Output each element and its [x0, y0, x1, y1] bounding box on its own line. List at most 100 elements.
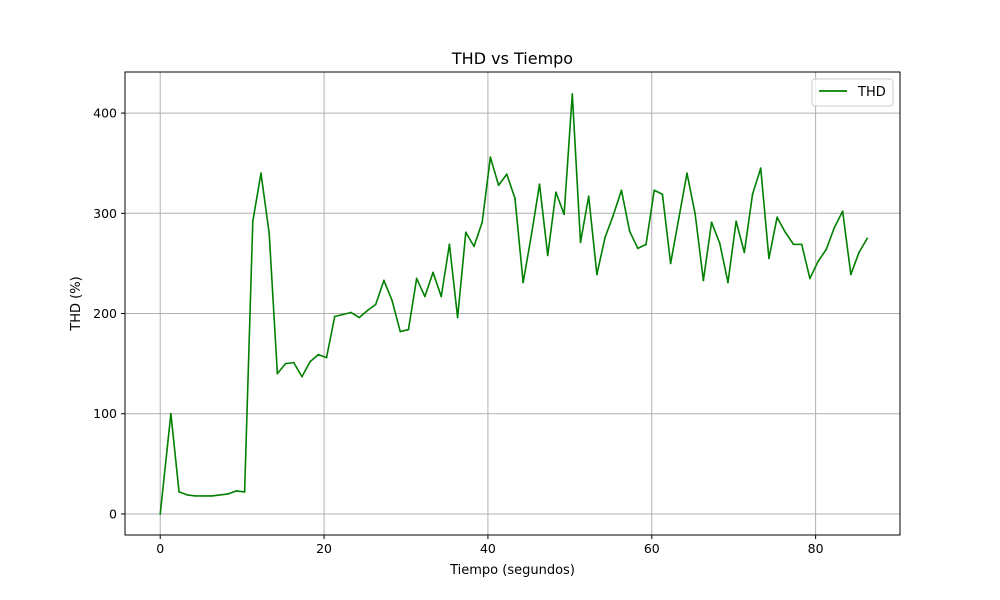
data-point — [292, 361, 295, 364]
data-point — [407, 328, 410, 331]
data-point — [440, 295, 443, 298]
data-point — [358, 316, 361, 319]
y-tick-label: 200 — [93, 306, 117, 321]
y-tick-label: 0 — [109, 506, 117, 521]
data-point — [563, 213, 566, 216]
data-point — [784, 231, 787, 234]
data-point — [571, 93, 574, 95]
legend-label-thd: THD — [857, 85, 886, 100]
x-axis-label: Tiempo (segundos) — [449, 563, 575, 578]
data-point — [464, 231, 467, 234]
data-point — [473, 245, 475, 248]
data-point — [768, 257, 770, 260]
data-point — [366, 309, 369, 312]
x-tick-label: 60 — [644, 541, 660, 556]
data-point — [301, 375, 303, 378]
data-point — [325, 356, 328, 359]
data-point — [317, 353, 320, 356]
x-tick-label: 20 — [316, 541, 332, 556]
data-point — [514, 197, 516, 200]
data-point — [669, 262, 672, 265]
data-point — [333, 315, 336, 318]
grid — [125, 72, 900, 535]
x-tick-label: 80 — [808, 541, 824, 556]
data-point — [817, 260, 819, 263]
data-point — [825, 248, 828, 251]
data-point — [808, 277, 811, 280]
data-point — [866, 237, 869, 240]
data-point — [489, 156, 492, 159]
plot-frame — [124, 71, 901, 536]
data-point — [186, 494, 189, 496]
data-point — [342, 313, 344, 316]
data-point — [159, 513, 162, 515]
data-point — [759, 167, 762, 170]
data-point — [595, 273, 598, 276]
legend-box — [811, 78, 894, 107]
data-point — [587, 195, 590, 198]
data-point — [522, 281, 525, 284]
data-point — [497, 184, 500, 187]
data-point — [628, 230, 631, 233]
data-point — [686, 172, 688, 175]
data-point — [636, 247, 639, 250]
data-point — [677, 217, 680, 220]
data-point — [702, 279, 705, 282]
data-point — [169, 412, 172, 415]
data-point — [374, 303, 377, 306]
chart-title: THD vs Tiempo — [451, 49, 573, 68]
data-point — [178, 491, 180, 493]
series-line-thd — [159, 93, 868, 515]
x-tick-label: 0 — [156, 541, 164, 556]
data-point — [284, 362, 287, 365]
data-point — [546, 254, 549, 257]
y-axis-label: THD (%) — [69, 276, 84, 331]
y-tick-label: 300 — [93, 206, 117, 221]
data-point — [653, 189, 656, 192]
data-point — [849, 273, 852, 276]
legend: THD — [811, 78, 894, 107]
data-point — [743, 251, 746, 254]
data-point — [800, 243, 803, 246]
data-point — [661, 193, 664, 196]
data-point — [735, 220, 738, 223]
data-point — [309, 360, 312, 363]
data-point — [260, 172, 262, 175]
data-point — [423, 295, 426, 298]
data-point — [391, 299, 393, 302]
data-point — [579, 241, 582, 244]
data-point — [382, 279, 385, 282]
ticks: 0 20 40 60 80 0 100 200 300 400 — [93, 106, 823, 556]
data-point — [718, 242, 721, 245]
data-point — [833, 226, 836, 229]
data-point — [243, 491, 246, 493]
data-point — [399, 330, 402, 333]
y-tick-label: 400 — [93, 106, 117, 121]
data-point — [620, 189, 623, 192]
x-tick-label: 40 — [480, 541, 496, 556]
data-point — [538, 183, 541, 186]
y-tick-label: 100 — [93, 406, 117, 421]
data-point — [530, 234, 533, 237]
data-point — [251, 220, 254, 223]
data-point — [227, 493, 230, 495]
data-point — [505, 173, 508, 176]
data-point — [858, 251, 860, 254]
data-point — [694, 213, 697, 216]
data-point — [268, 232, 271, 235]
data-point — [776, 216, 779, 219]
data-point — [235, 490, 238, 492]
data-point — [751, 193, 754, 196]
data-point — [194, 495, 197, 497]
data-point — [604, 236, 606, 239]
data-point — [448, 243, 451, 246]
data-point — [481, 221, 484, 224]
data-point — [415, 277, 418, 280]
data-point — [456, 316, 459, 319]
data-point — [727, 281, 729, 284]
data-point — [645, 243, 647, 246]
data-point — [432, 271, 434, 274]
data-point — [555, 191, 557, 194]
data-point — [792, 243, 795, 246]
